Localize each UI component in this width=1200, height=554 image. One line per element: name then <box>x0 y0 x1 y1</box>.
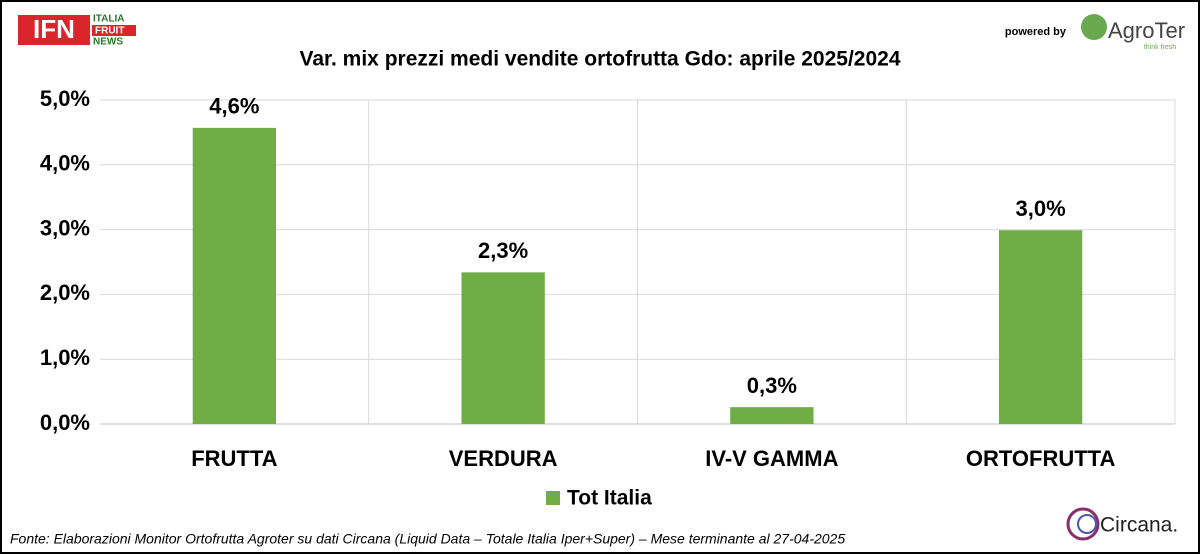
x-tick-label: IV-V GAMMA <box>705 446 838 471</box>
data-label: 0,3% <box>747 373 797 398</box>
circana-logo: Circana. <box>1100 514 1178 537</box>
logo-word: ITALIA <box>93 14 124 25</box>
bar <box>998 230 1083 424</box>
data-label: 2,3% <box>478 238 528 263</box>
logo-icon <box>1081 14 1107 40</box>
chart-title: Var. mix prezzi medi vendite ortofrutta … <box>299 48 900 71</box>
circana-icon <box>1077 514 1097 534</box>
logo-right: AgroTer <box>1108 18 1185 43</box>
x-tick-label: ORTOFRUTTA <box>966 446 1116 471</box>
logo-band <box>92 25 136 36</box>
logo-tagline: think fresh <box>1144 44 1176 51</box>
y-tick-label: 5,0% <box>40 86 90 111</box>
data-label: 4,6% <box>209 94 259 119</box>
legend-swatch <box>546 491 560 505</box>
logo-left: IFN <box>33 14 75 44</box>
x-tick-label: VERDURA <box>449 446 558 471</box>
bar <box>461 272 545 424</box>
circana-icon <box>1066 507 1100 541</box>
y-tick-label: 0,0% <box>40 410 90 435</box>
x-tick-label: FRUTTA <box>191 446 277 471</box>
legend-label: Tot Italia <box>567 487 652 510</box>
logo-word: FRUIT <box>95 26 124 37</box>
bar <box>730 407 814 424</box>
data-label: 3,0% <box>1016 196 1066 221</box>
logo-word: NEWS <box>93 37 123 48</box>
y-tick-label: 1,0% <box>40 345 90 370</box>
logo-box <box>18 15 90 45</box>
bar <box>192 127 277 424</box>
y-tick-label: 2,0% <box>40 280 90 305</box>
source-note: Fonte: Elaborazioni Monitor Ortofrutta A… <box>10 531 845 547</box>
powered-by: powered by <box>1005 26 1067 38</box>
y-tick-label: 4,0% <box>40 151 90 176</box>
y-tick-label: 3,0% <box>40 215 90 240</box>
